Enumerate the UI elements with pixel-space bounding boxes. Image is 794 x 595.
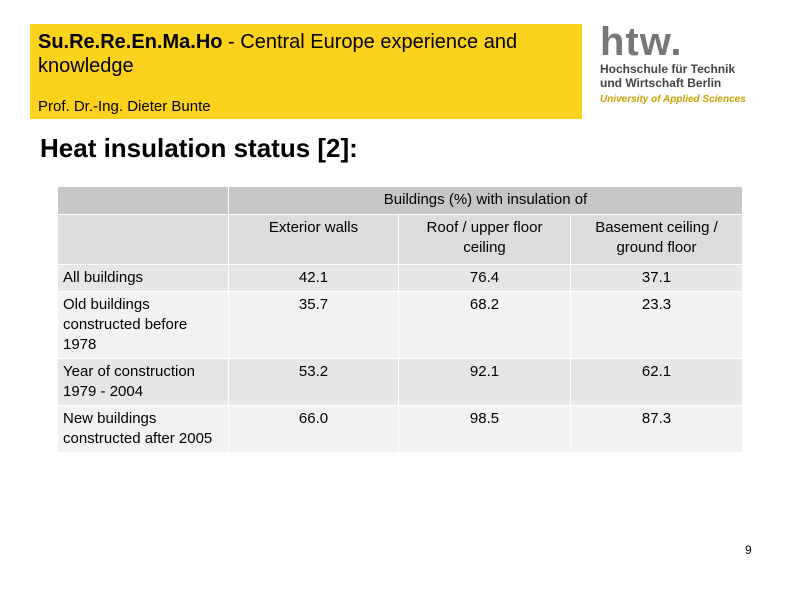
logo-line: Hochschule für Technik: [600, 62, 736, 76]
value-cell: 62.1: [570, 358, 743, 406]
value-cell: 66.0: [228, 405, 399, 453]
value-cell: 76.4: [398, 264, 571, 292]
row-label: Year of construction 1979 - 2004: [57, 358, 229, 406]
header-row: Exterior walls Roof / upper floor ceiling…: [57, 214, 743, 265]
title: Su.Re.Re.En.Ma.Ho - Central Europe exper…: [38, 30, 578, 78]
row-label: New buildings constructed after 2005: [57, 405, 229, 453]
author: Prof. Dr.-Ing. Dieter Bunte: [38, 98, 211, 115]
value-cell: 68.2: [398, 291, 571, 359]
value-cell: 35.7: [228, 291, 399, 359]
row: Old buildings constructed before 1978 35.…: [57, 291, 743, 359]
column-header: Exterior walls: [228, 214, 399, 265]
header-row: Buildings (%) with insulation of: [57, 186, 743, 215]
row: Year of construction 1979 - 2004 53.2 92.1…: [57, 358, 743, 406]
value-cell: 92.1: [398, 358, 571, 406]
logo: htw. Hochschule für Technik und Wirtscha…: [600, 22, 760, 107]
cell: [57, 186, 229, 215]
row: All buildings 42.1 76.4 37.1: [57, 264, 743, 292]
logo-mark: htw.: [600, 20, 683, 64]
value-cell: 53.2: [228, 358, 399, 406]
row-label: Old buildings constructed before 1978: [57, 291, 229, 359]
logo-line: und Wirtschaft Berlin: [600, 76, 722, 90]
heading: Heat insulation status [2]:: [40, 133, 358, 163]
column-header: Basement ceiling / ground floor: [570, 214, 743, 265]
row: New buildings constructed after 2005 66.0…: [57, 405, 743, 453]
logo-line: University of Applied Sciences: [600, 94, 746, 105]
cell: [57, 214, 229, 265]
title-rest: - Central Europe experience and knowledg…: [38, 31, 518, 77]
group-header: Buildings (%) with insulation of: [228, 186, 743, 215]
column-header: Roof / upper floor ceiling: [398, 214, 571, 265]
title-bold: Su.Re.Re.En.Ma.Ho: [38, 31, 223, 53]
value-cell: 37.1: [570, 264, 743, 292]
page-number: 9: [745, 543, 752, 557]
table: Buildings (%) with insulation of Exterio…: [57, 186, 743, 453]
value-cell: 42.1: [228, 264, 399, 292]
value-cell: 23.3: [570, 291, 743, 359]
banner: Su.Re.Re.En.Ma.Ho - Central Europe exper…: [30, 24, 582, 119]
value-cell: 87.3: [570, 405, 743, 453]
value-cell: 98.5: [398, 405, 571, 453]
row-label: All buildings: [57, 264, 229, 292]
